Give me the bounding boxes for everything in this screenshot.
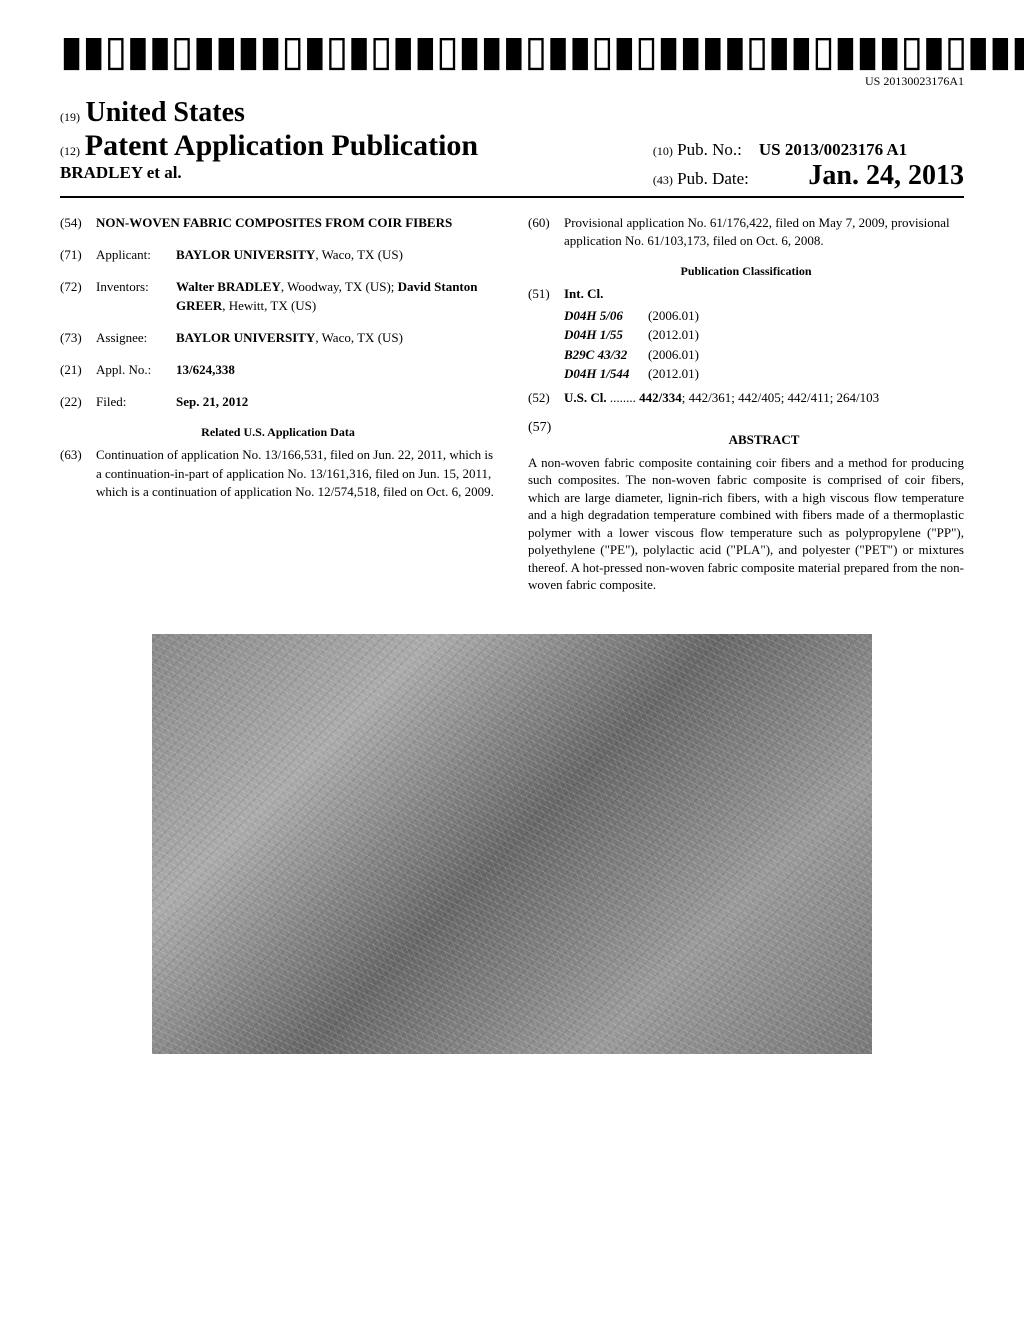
applicant-name: BAYLOR UNIVERSITY bbox=[176, 247, 315, 262]
inventor1: Walter BRADLEY bbox=[176, 279, 281, 294]
applicant-num: (71) bbox=[60, 246, 96, 264]
pub-left: (12) Patent Application Publication BRAD… bbox=[60, 129, 478, 191]
abstract-num: (57) bbox=[528, 420, 564, 454]
country-name: United States bbox=[86, 97, 245, 128]
barcode-text: US 20130023176A1 bbox=[60, 74, 964, 89]
intcl-code-0: D04H 5/06 bbox=[528, 306, 648, 326]
publication-line: (12) Patent Application Publication BRAD… bbox=[60, 129, 964, 192]
intcl-code-2: B29C 43/32 bbox=[528, 345, 648, 365]
applicant-loc: , Waco, TX (US) bbox=[315, 247, 403, 262]
continuation-num: (63) bbox=[60, 446, 96, 501]
intcl-item-0: D04H 5/06 (2006.01) bbox=[528, 306, 964, 326]
pubno-label: Pub. No.: bbox=[677, 140, 742, 159]
uscl-rest: ; 442/361; 442/405; 442/411; 264/103 bbox=[682, 390, 879, 405]
left-column: (54) NON-WOVEN FABRIC COMPOSITES FROM CO… bbox=[60, 214, 496, 594]
header: (19) United States (12) Patent Applicati… bbox=[60, 97, 964, 192]
assignee-label: Assignee: bbox=[96, 329, 176, 347]
pub-number: US 2013/0023176 A1 bbox=[759, 140, 907, 159]
divider bbox=[60, 196, 964, 198]
applicant-value: BAYLOR UNIVERSITY, Waco, TX (US) bbox=[176, 246, 496, 264]
abstract-text: A non-woven fabric composite containing … bbox=[528, 454, 964, 594]
continuation-text: Continuation of application No. 13/166,5… bbox=[96, 446, 496, 501]
uscl-num: (52) bbox=[528, 390, 564, 406]
pub-date: Jan. 24, 2013 bbox=[808, 160, 964, 191]
applno-row: (21) Appl. No.: 13/624,338 bbox=[60, 361, 496, 379]
barcode-graphic: ▮▮▯▮▮▯▮▮▮▮▯▮▯▮▯▮▮▯▮▮▮▯▮▮▯▮▯▮▮▮▮▯▮▮▯▮▮▮▯▮… bbox=[60, 30, 1024, 72]
uscl-content: U.S. Cl. ........ 442/334; 442/361; 442/… bbox=[564, 390, 964, 406]
barcode-section: ▮▮▯▮▮▯▮▮▮▮▯▮▯▮▯▮▮▯▮▮▮▯▮▮▯▮▯▮▮▮▮▯▮▮▯▮▮▮▯▮… bbox=[60, 30, 964, 89]
main-columns: (54) NON-WOVEN FABRIC COMPOSITES FROM CO… bbox=[60, 214, 964, 594]
applno-label: Appl. No.: bbox=[96, 361, 176, 379]
pub-title: Patent Application Publication bbox=[85, 129, 478, 162]
intcl-year-2: (2006.01) bbox=[648, 345, 964, 365]
applicant-label: Applicant: bbox=[96, 246, 176, 264]
intcl-code-3: D04H 1/544 bbox=[528, 364, 648, 384]
right-column: (60) Provisional application No. 61/176,… bbox=[528, 214, 964, 594]
intcl-year-0: (2006.01) bbox=[648, 306, 964, 326]
filed-row: (22) Filed: Sep. 21, 2012 bbox=[60, 393, 496, 411]
inventors-label: Inventors: bbox=[96, 278, 176, 314]
assignee-num: (73) bbox=[60, 329, 96, 347]
intcl-num: (51) bbox=[528, 285, 564, 303]
inventors-row: (72) Inventors: Walter BRADLEY, Woodway,… bbox=[60, 278, 496, 314]
filed-num: (22) bbox=[60, 393, 96, 411]
classification-heading: Publication Classification bbox=[528, 264, 964, 279]
uscl-bold: 442/334 bbox=[639, 390, 682, 405]
figure-image bbox=[152, 634, 872, 1054]
assignee-loc: , Waco, TX (US) bbox=[315, 330, 403, 345]
assignee-name: BAYLOR UNIVERSITY bbox=[176, 330, 315, 345]
intcl-item-3: D04H 1/544 (2012.01) bbox=[528, 364, 964, 384]
inventors-value: Walter BRADLEY, Woodway, TX (US); David … bbox=[176, 278, 496, 314]
abstract-heading: ABSTRACT bbox=[564, 432, 964, 448]
abstract-heading-row: (57) ABSTRACT bbox=[528, 420, 964, 454]
intcl-year-1: (2012.01) bbox=[648, 325, 964, 345]
assignee-value: BAYLOR UNIVERSITY, Waco, TX (US) bbox=[176, 329, 496, 347]
intcl-item-1: D04H 1/55 (2012.01) bbox=[528, 325, 964, 345]
patent-title: NON-WOVEN FABRIC COMPOSITES FROM COIR FI… bbox=[96, 214, 496, 232]
inventor2-loc: , Hewitt, TX (US) bbox=[222, 298, 316, 313]
applno-num: (21) bbox=[60, 361, 96, 379]
provisional-num: (60) bbox=[528, 214, 564, 250]
authors: BRADLEY et al. bbox=[60, 163, 478, 183]
related-heading: Related U.S. Application Data bbox=[60, 425, 496, 440]
provisional-text: Provisional application No. 61/176,422, … bbox=[564, 214, 964, 250]
pub-right: (10) Pub. No.: US 2013/0023176 A1 (43) P… bbox=[653, 140, 964, 192]
applicant-row: (71) Applicant: BAYLOR UNIVERSITY, Waco,… bbox=[60, 246, 496, 264]
title-row: (54) NON-WOVEN FABRIC COMPOSITES FROM CO… bbox=[60, 214, 496, 232]
uscl-row: (52) U.S. Cl. ........ 442/334; 442/361;… bbox=[528, 390, 964, 406]
title-num: (54) bbox=[60, 214, 96, 232]
intcl-label: Int. Cl. bbox=[564, 285, 964, 303]
filed-value: Sep. 21, 2012 bbox=[176, 393, 496, 411]
provisional-row: (60) Provisional application No. 61/176,… bbox=[528, 214, 964, 250]
pubdate-label: Pub. Date: bbox=[677, 169, 749, 188]
intcl-year-3: (2012.01) bbox=[648, 364, 964, 384]
uscl-label: U.S. Cl. bbox=[564, 390, 607, 405]
pub-prefix: (12) bbox=[60, 144, 80, 158]
uscl-dots: ........ bbox=[607, 390, 640, 405]
intcl-item-2: B29C 43/32 (2006.01) bbox=[528, 345, 964, 365]
assignee-row: (73) Assignee: BAYLOR UNIVERSITY, Waco, … bbox=[60, 329, 496, 347]
intcl-code-1: D04H 1/55 bbox=[528, 325, 648, 345]
country-prefix: (19) bbox=[60, 110, 80, 124]
applno-value: 13/624,338 bbox=[176, 361, 496, 379]
filed-label: Filed: bbox=[96, 393, 176, 411]
figure-area bbox=[60, 634, 964, 1054]
pubno-prefix: (10) bbox=[653, 144, 673, 158]
continuation-row: (63) Continuation of application No. 13/… bbox=[60, 446, 496, 501]
pubdate-prefix: (43) bbox=[653, 173, 673, 187]
inventor1-loc: , Woodway, TX (US); bbox=[281, 279, 398, 294]
inventors-num: (72) bbox=[60, 278, 96, 314]
intcl-row: (51) Int. Cl. bbox=[528, 285, 964, 303]
country-line: (19) United States bbox=[60, 97, 964, 129]
